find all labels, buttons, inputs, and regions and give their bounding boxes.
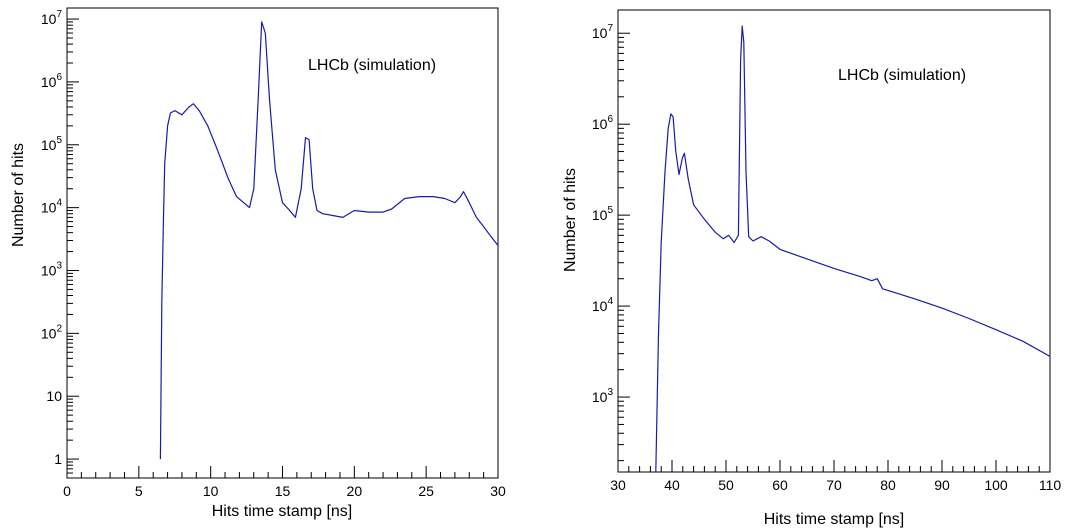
x-tick-label: 30 [490,483,506,499]
y-tick-label: 105 [592,205,614,223]
left-chart: 0 5 10 15 20 25 30 1 10 102 103 104 105 106 107 LHCb (… [10,7,506,520]
x-tick-label: 70 [826,477,842,493]
left-axis-ticks: 0 5 10 15 20 25 30 1 10 102 103 104 105 106 107 [41,9,506,499]
y-tick-label: 103 [592,387,614,405]
x-tick-label: 110 [1039,477,1062,493]
x-tick-label: 10 [203,483,219,499]
x-tick-label: 15 [275,483,291,499]
x-tick-label: 100 [984,477,1008,493]
left-x-axis-label: Hits time stamp [ns] [212,503,352,520]
y-tick-label: 102 [41,323,63,341]
y-tick-label: 10 [46,388,62,404]
y-tick-label: 103 [41,261,63,279]
x-tick-label: 25 [418,483,434,499]
right-chart-annotation: LHCb (simulation) [838,67,966,84]
y-tick-label: 104 [592,296,614,314]
y-tick-label: 106 [41,72,63,90]
left-plot-frame [66,7,499,479]
y-tick-label: 107 [592,23,614,41]
right-y-axis-label: Number of hits [562,168,579,272]
x-tick-label: 50 [718,477,734,493]
right-plot-frame [617,9,1051,473]
y-tick-label: 104 [41,198,63,216]
right-x-axis-label: Hits time stamp [ns] [764,511,904,528]
x-tick-label: 20 [347,483,363,499]
y-tick-label: 107 [41,9,63,27]
y-tick-label: 105 [41,135,63,153]
x-tick-label: 5 [135,483,143,499]
x-tick-label: 0 [63,483,71,499]
right-series-line [655,25,1051,473]
right-axis-ticks: 30 40 50 60 70 80 90 100 110 103 104 105 106 107 [592,23,1062,493]
x-tick-label: 90 [934,477,950,493]
left-y-axis-label: Number of hits [10,143,27,247]
y-tick-label: 1 [54,451,62,467]
y-tick-label: 106 [592,114,614,132]
left-series-line [159,21,499,460]
left-chart-annotation: LHCb (simulation) [308,57,436,74]
x-tick-label: 30 [610,477,626,493]
x-tick-label: 60 [772,477,788,493]
x-tick-label: 80 [880,477,896,493]
x-tick-label: 40 [664,477,680,493]
right-chart: 30 40 50 60 70 80 90 100 110 103 104 105 106 107 LHCb… [562,9,1062,528]
